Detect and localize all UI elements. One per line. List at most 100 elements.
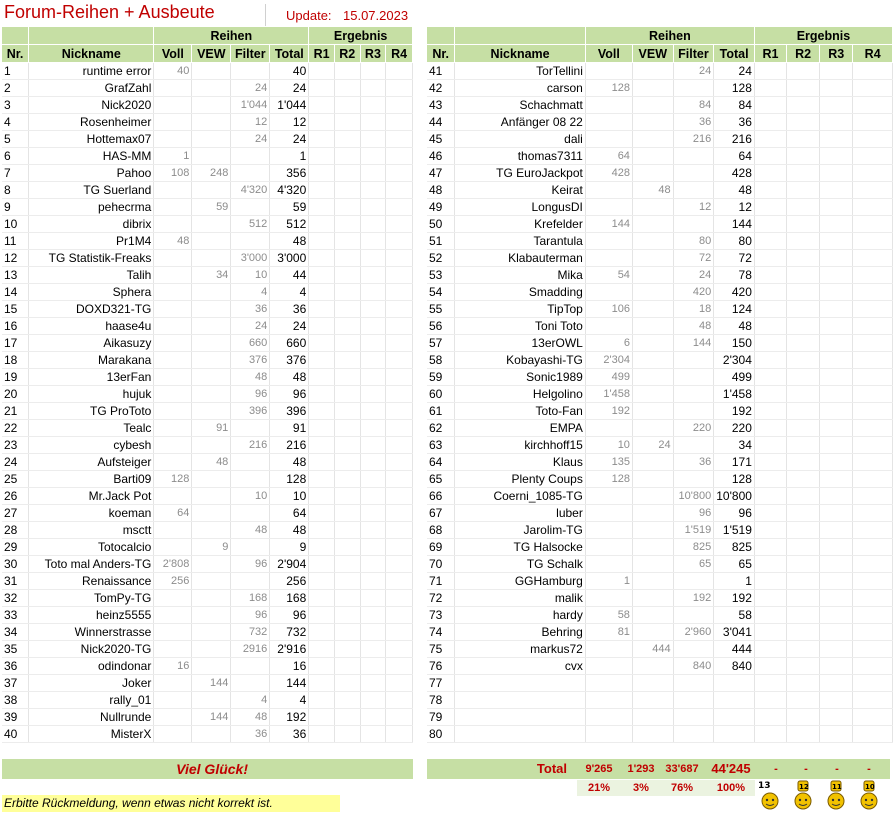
row-r3 <box>819 623 854 641</box>
row-r3 <box>360 504 387 522</box>
table-row: 33 heinz5555 96 96 <box>2 606 413 624</box>
pct-filter: 76% <box>670 782 694 794</box>
row-voll <box>153 181 193 199</box>
row-voll <box>153 249 193 267</box>
row-nickname: markus72 <box>454 640 586 658</box>
row-filter: 72 <box>673 249 715 267</box>
row-r1 <box>754 215 788 233</box>
row-voll: 64 <box>153 504 193 522</box>
row-total: 3'041 <box>713 623 755 641</box>
row-voll <box>585 555 633 573</box>
row-r4 <box>852 555 893 573</box>
row-nickname: Klaus <box>454 453 586 471</box>
row-r2 <box>786 657 821 675</box>
row-r3 <box>819 164 854 182</box>
table-row: 72 malik 192 192 <box>427 589 893 607</box>
row-filter: 4 <box>230 691 271 709</box>
row-filter: 36 <box>673 453 715 471</box>
row-total: 420 <box>713 283 755 301</box>
row-r2 <box>334 402 361 420</box>
col-header-filter: Filter <box>230 44 271 63</box>
header-ergebnis: Ergebnis <box>308 27 413 45</box>
row-filter: 12 <box>230 113 271 131</box>
row-r1 <box>754 317 788 335</box>
row-total: 91 <box>269 419 310 437</box>
row-number: 4 <box>2 113 30 131</box>
row-r3 <box>819 606 854 624</box>
row-r1 <box>754 249 788 267</box>
row-filter: 3'000 <box>230 249 271 267</box>
col-header-r3: R3 <box>360 44 387 63</box>
table-row: 32 TomPy-TG 168 168 <box>2 589 413 607</box>
table-row: 17 Aikasuzy 660 660 <box>2 334 413 352</box>
row-r2 <box>786 453 821 471</box>
row-voll: 81 <box>585 623 633 641</box>
row-r2 <box>334 79 361 97</box>
row-filter: 825 <box>673 538 715 556</box>
row-filter: 4 <box>230 283 271 301</box>
table-row: 42 carson 128 128 <box>427 79 893 97</box>
row-r1 <box>308 555 335 573</box>
row-r3 <box>360 96 387 114</box>
row-number: 15 <box>2 300 30 318</box>
row-nickname: rally_01 <box>28 691 155 709</box>
row-r1 <box>754 589 788 607</box>
row-total: 732 <box>269 623 310 641</box>
row-vew <box>632 96 674 114</box>
row-r1 <box>754 198 788 216</box>
table-row: 35 Nick2020-TG 2916 2'916 <box>2 640 413 658</box>
row-nickname: msctt <box>28 521 155 539</box>
svg-text:13: 13 <box>758 781 771 791</box>
pct-vew: 3% <box>633 782 649 794</box>
row-voll: 48 <box>153 232 193 250</box>
row-r3 <box>360 436 387 454</box>
row-nickname: LongusDI <box>454 198 586 216</box>
row-r4 <box>852 79 893 97</box>
row-r4 <box>852 572 893 590</box>
row-total: 72 <box>713 249 755 267</box>
row-r2 <box>334 504 361 522</box>
table-row: 58 Kobayashi-TG 2'304 2'304 <box>427 351 893 369</box>
row-total: 78 <box>713 266 755 284</box>
row-r2 <box>334 266 361 284</box>
row-voll: 135 <box>585 453 633 471</box>
row-r1 <box>754 232 788 250</box>
row-number: 11 <box>2 232 30 250</box>
right-ranking-table: Reihen Ergebnis Nr. Nickname Voll VEW Fi… <box>427 27 894 743</box>
row-r2 <box>334 300 361 318</box>
row-r1 <box>308 504 335 522</box>
feedback-note: Erbitte Rückmeldung, wenn etwas nicht ko… <box>2 795 340 812</box>
row-r4 <box>852 164 893 182</box>
row-nickname <box>454 674 586 692</box>
row-filter <box>230 62 271 80</box>
table-row: 9 pehecrma 59 59 <box>2 198 413 216</box>
row-number: 39 <box>2 708 30 726</box>
row-r1 <box>308 300 335 318</box>
row-voll <box>585 504 633 522</box>
update-date: 15.07.2023 <box>343 8 409 23</box>
row-r3 <box>819 521 854 539</box>
row-r4 <box>385 351 413 369</box>
row-number: 16 <box>2 317 30 335</box>
row-r3 <box>819 436 854 454</box>
row-nickname: Toto-Fan <box>454 402 586 420</box>
row-r3 <box>360 283 387 301</box>
row-vew <box>632 402 674 420</box>
row-r3 <box>819 419 854 437</box>
row-r2 <box>786 351 821 369</box>
row-filter: 220 <box>673 419 715 437</box>
row-nickname: TorTellini <box>454 62 586 80</box>
row-filter: 420 <box>673 283 715 301</box>
row-r4 <box>852 487 893 505</box>
row-r2 <box>786 317 821 335</box>
row-voll <box>585 96 633 114</box>
row-nickname <box>454 691 586 709</box>
row-r2 <box>334 96 361 114</box>
row-nickname: MisterX <box>28 725 155 743</box>
row-total: 10 <box>269 487 310 505</box>
row-r3 <box>360 487 387 505</box>
row-voll: 1 <box>585 572 633 590</box>
row-r2 <box>786 674 821 692</box>
row-r3 <box>360 521 387 539</box>
row-voll <box>585 419 633 437</box>
